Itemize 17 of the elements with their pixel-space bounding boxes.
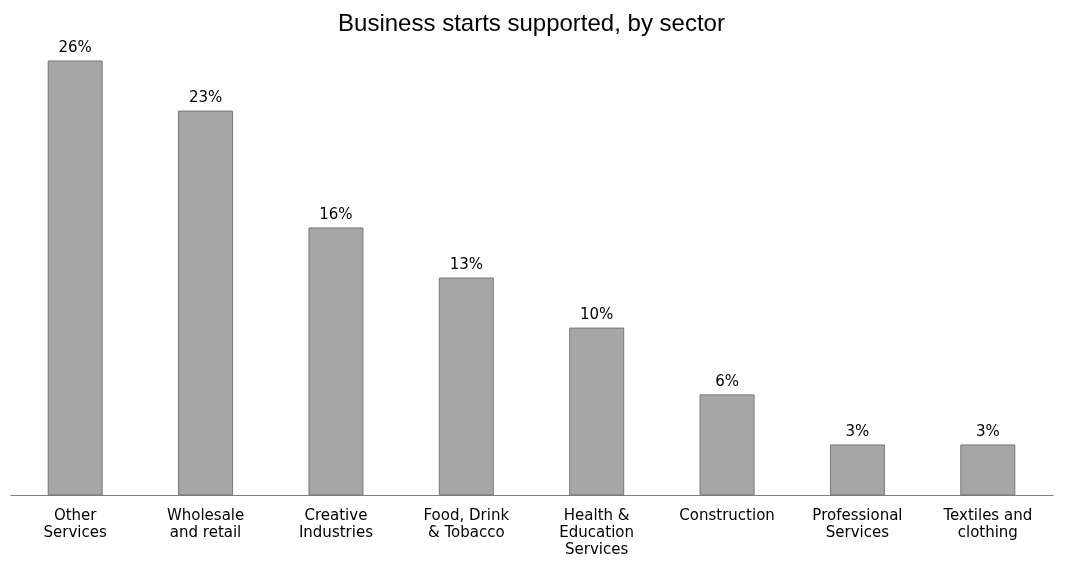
x-tick-label: Food, Drink & Tobacco <box>423 505 510 541</box>
data-label: 6% <box>715 371 739 390</box>
data-label: 16% <box>319 204 353 223</box>
data-label: 10% <box>580 305 614 324</box>
x-tick-label: Creative Industries <box>298 505 374 541</box>
chart-title: Business starts supported, by sector <box>338 9 725 36</box>
data-label: 3% <box>975 421 1000 440</box>
x-tick-label: Health & Education Services <box>559 505 635 558</box>
data-label: 26% <box>58 38 92 56</box>
data-label: 3% <box>845 421 870 440</box>
x-tick-label: Textiles and clothing <box>942 505 1033 541</box>
x-tick-label: Construction <box>679 505 775 524</box>
data-label: 23% <box>188 88 223 107</box>
data-label: 13% <box>449 255 483 273</box>
x-tick-label: Wholesale and retail <box>166 505 245 541</box>
x-tick-label: Other Services <box>43 505 107 541</box>
x-tick-label: Professional Services <box>812 505 903 541</box>
